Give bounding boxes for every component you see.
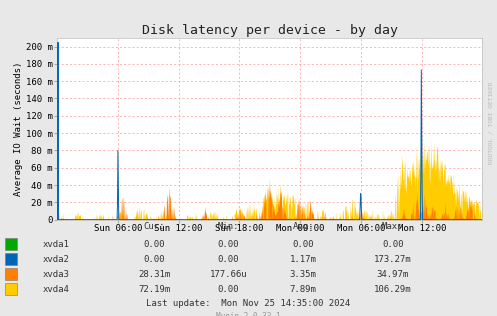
Y-axis label: Average IO Wait (seconds): Average IO Wait (seconds) bbox=[14, 62, 23, 196]
Text: xvda3: xvda3 bbox=[42, 270, 69, 279]
Text: 34.97m: 34.97m bbox=[377, 270, 409, 279]
Text: RRDTOOL / TOBI OETIKER: RRDTOOL / TOBI OETIKER bbox=[488, 82, 493, 165]
Text: Cur:: Cur: bbox=[143, 222, 165, 231]
Text: xvda1: xvda1 bbox=[42, 240, 69, 249]
Text: Avg:: Avg: bbox=[292, 222, 314, 231]
Text: 7.89m: 7.89m bbox=[290, 285, 317, 294]
Text: 3.35m: 3.35m bbox=[290, 270, 317, 279]
Text: 0.00: 0.00 bbox=[218, 240, 240, 249]
Text: Last update:  Mon Nov 25 14:35:00 2024: Last update: Mon Nov 25 14:35:00 2024 bbox=[147, 299, 350, 308]
Text: 173.27m: 173.27m bbox=[374, 255, 412, 264]
Text: 0.00: 0.00 bbox=[143, 240, 165, 249]
Text: 0.00: 0.00 bbox=[143, 255, 165, 264]
Text: 0.00: 0.00 bbox=[292, 240, 314, 249]
Text: 0.00: 0.00 bbox=[382, 240, 404, 249]
Text: xvda4: xvda4 bbox=[42, 285, 69, 294]
Text: 72.19m: 72.19m bbox=[138, 285, 170, 294]
Text: Min:: Min: bbox=[218, 222, 240, 231]
Text: 28.31m: 28.31m bbox=[138, 270, 170, 279]
Text: 106.29m: 106.29m bbox=[374, 285, 412, 294]
Text: Munin 2.0.33-1: Munin 2.0.33-1 bbox=[216, 312, 281, 316]
Text: Max:: Max: bbox=[382, 222, 404, 231]
Text: 0.00: 0.00 bbox=[218, 285, 240, 294]
Title: Disk latency per device - by day: Disk latency per device - by day bbox=[142, 24, 398, 37]
Text: 177.66u: 177.66u bbox=[210, 270, 248, 279]
Text: xvda2: xvda2 bbox=[42, 255, 69, 264]
Text: 1.17m: 1.17m bbox=[290, 255, 317, 264]
Text: 0.00: 0.00 bbox=[218, 255, 240, 264]
